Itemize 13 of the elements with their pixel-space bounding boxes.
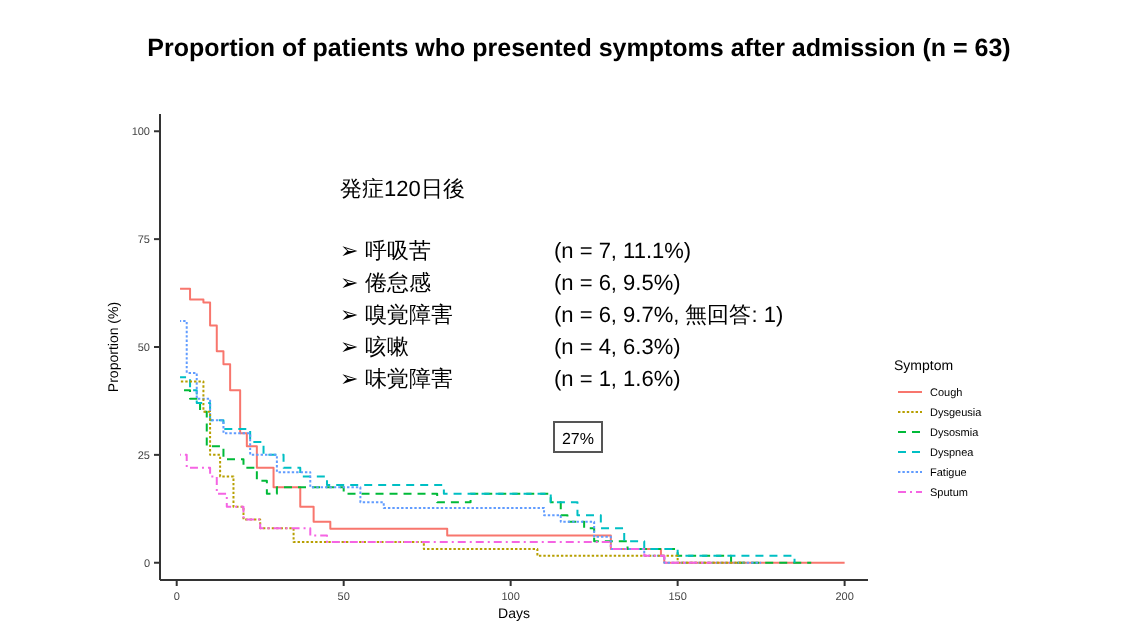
annotation: ➢ 味覚障害 — [340, 366, 453, 392]
annotation: (n = 1, 1.6%) — [554, 368, 681, 392]
annotation: 発症120日後 — [340, 176, 465, 202]
annotation: (n = 6, 9.5%) — [554, 272, 681, 296]
annotation: ➢ 倦怠感 — [340, 270, 431, 296]
annotation: ➢ 嗅覚障害 — [340, 302, 453, 328]
annotation: (n = 6, 9.7%, 無回答: 1) — [554, 304, 784, 328]
annotation: ➢ 咳嗽 — [340, 334, 409, 360]
annotation: (n = 7, 11.1%) — [554, 240, 692, 264]
annotation: (n = 4, 6.3%) — [554, 336, 681, 360]
annotation: 27% — [561, 430, 595, 448]
annotation: ➢ 呼吸苦 — [340, 238, 431, 264]
chart-title: Proportion of patients who presented symptoms after admission (n = 63) — [147, 34, 1011, 62]
